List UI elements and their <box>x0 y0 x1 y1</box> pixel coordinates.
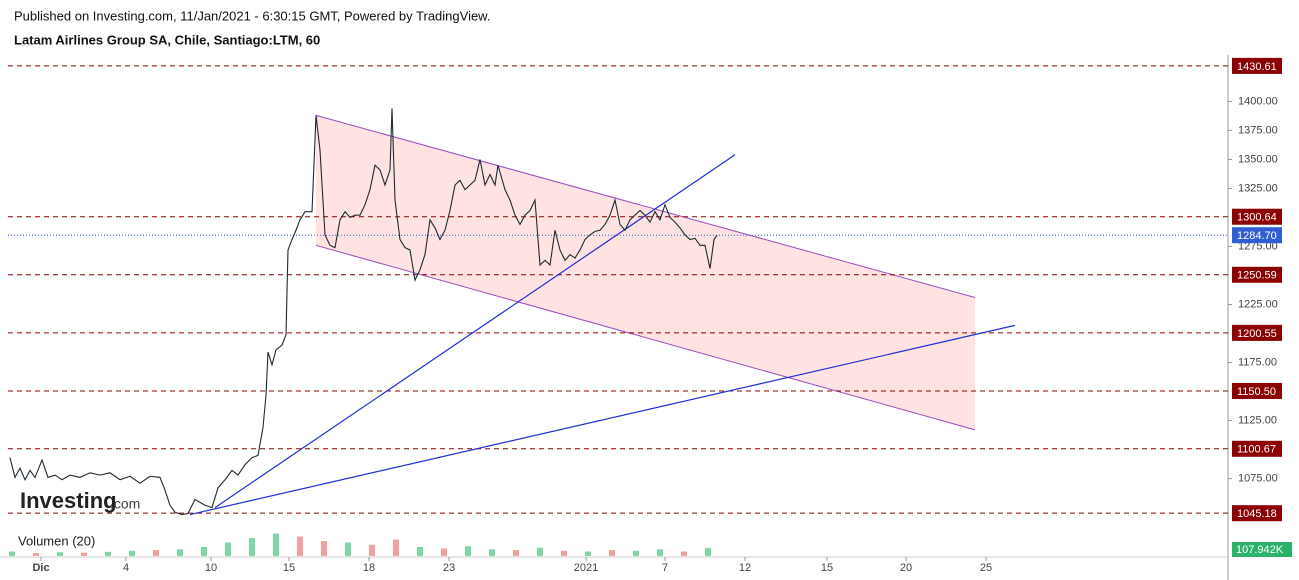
volume-bar <box>489 549 495 556</box>
x-tick-label: 23 <box>443 562 455 574</box>
logo-suffix: .com <box>110 496 140 512</box>
channel-edge <box>315 244 976 431</box>
volume-bar <box>417 547 423 556</box>
x-tick-label: 18 <box>363 562 375 574</box>
volume-bar <box>561 550 567 556</box>
y-tick-label: 1375.00 <box>1238 124 1278 136</box>
channel-edge <box>315 114 976 299</box>
level-label: 1250.59 <box>1237 270 1277 282</box>
volume-bar <box>369 544 375 556</box>
volume-bar <box>657 549 663 556</box>
level-label: 1045.18 <box>1237 508 1277 520</box>
volume-bar <box>321 541 327 556</box>
x-tick-label: 25 <box>980 562 992 574</box>
volume-bar <box>9 551 15 556</box>
level-label-bg <box>1232 382 1282 399</box>
volume-bar <box>681 551 687 556</box>
level-label: 1300.64 <box>1237 212 1277 224</box>
volume-bar <box>249 538 255 556</box>
x-tick-label: 12 <box>739 562 751 574</box>
y-tick-label: 1325.00 <box>1238 182 1278 194</box>
y-tick-label: 1400.00 <box>1238 95 1278 107</box>
y-tick-label: 1350.00 <box>1238 153 1278 165</box>
y-tick-label: 1225.00 <box>1238 298 1278 310</box>
volume-bar <box>513 550 519 556</box>
volume-last: 107.942K <box>1236 544 1284 556</box>
y-tick-label: 1275.00 <box>1238 240 1278 252</box>
y-tick-label: 1075.00 <box>1238 472 1278 484</box>
volume-bar <box>33 553 39 556</box>
x-tick-label: 15 <box>283 562 295 574</box>
volume-bar <box>129 550 135 556</box>
volume-bar <box>537 547 543 556</box>
publisher: Published on Investing.com, 11/Jan/2021 … <box>14 8 490 23</box>
level-label-bg <box>1232 266 1282 283</box>
volume-bar <box>105 551 111 556</box>
level-label-bg <box>1232 208 1282 225</box>
volume-bar <box>441 548 447 556</box>
level-label-bg <box>1232 440 1282 457</box>
trend-line <box>189 324 1016 516</box>
volume-bar <box>345 542 351 556</box>
volume-bar <box>201 547 207 556</box>
x-tick-label: 15 <box>821 562 833 574</box>
volume-bar <box>153 550 159 556</box>
level-label: 1100.67 <box>1237 444 1276 456</box>
volume-bar <box>297 536 303 556</box>
last-price-label: 1284.70 <box>1237 230 1277 242</box>
volume-bar <box>609 550 615 556</box>
last-price-bg <box>1232 227 1282 244</box>
level-label: 1200.55 <box>1237 328 1277 340</box>
volume-bar <box>705 547 711 556</box>
volume-bar <box>585 551 591 556</box>
x-tick-label: 4 <box>123 562 129 574</box>
x-tick-label: 2021 <box>574 562 598 574</box>
trend-line <box>214 154 736 509</box>
level-label-bg <box>1232 57 1282 74</box>
y-tick-label: 1125.00 <box>1238 414 1277 426</box>
volume-last-bg <box>1232 542 1292 557</box>
price-line <box>9 108 718 516</box>
level-label: 1430.61 <box>1237 61 1277 73</box>
x-tick-label: Dic <box>32 562 49 574</box>
x-tick-label: 10 <box>205 562 217 574</box>
volume-bar <box>81 552 87 556</box>
chart-title: Latam Airlines Group SA, Chile, Santiago… <box>14 32 320 47</box>
volume-bar <box>273 533 279 556</box>
volume-bar <box>225 542 231 556</box>
level-label-bg <box>1232 324 1282 341</box>
volume-bar <box>57 552 63 556</box>
level-label-bg <box>1232 505 1282 522</box>
volume-bar <box>393 539 399 556</box>
level-label: 1150.50 <box>1237 386 1276 398</box>
volume-bar <box>177 549 183 556</box>
volume-label: Volumen (20) <box>18 533 95 548</box>
channel-fill <box>316 115 975 430</box>
logo: Investing <box>20 488 117 513</box>
x-tick-label: 20 <box>900 562 912 574</box>
y-tick-label: 1175.00 <box>1238 356 1277 368</box>
x-tick-label: 7 <box>662 562 668 574</box>
volume-bar <box>465 546 471 556</box>
volume-bar <box>633 550 639 556</box>
